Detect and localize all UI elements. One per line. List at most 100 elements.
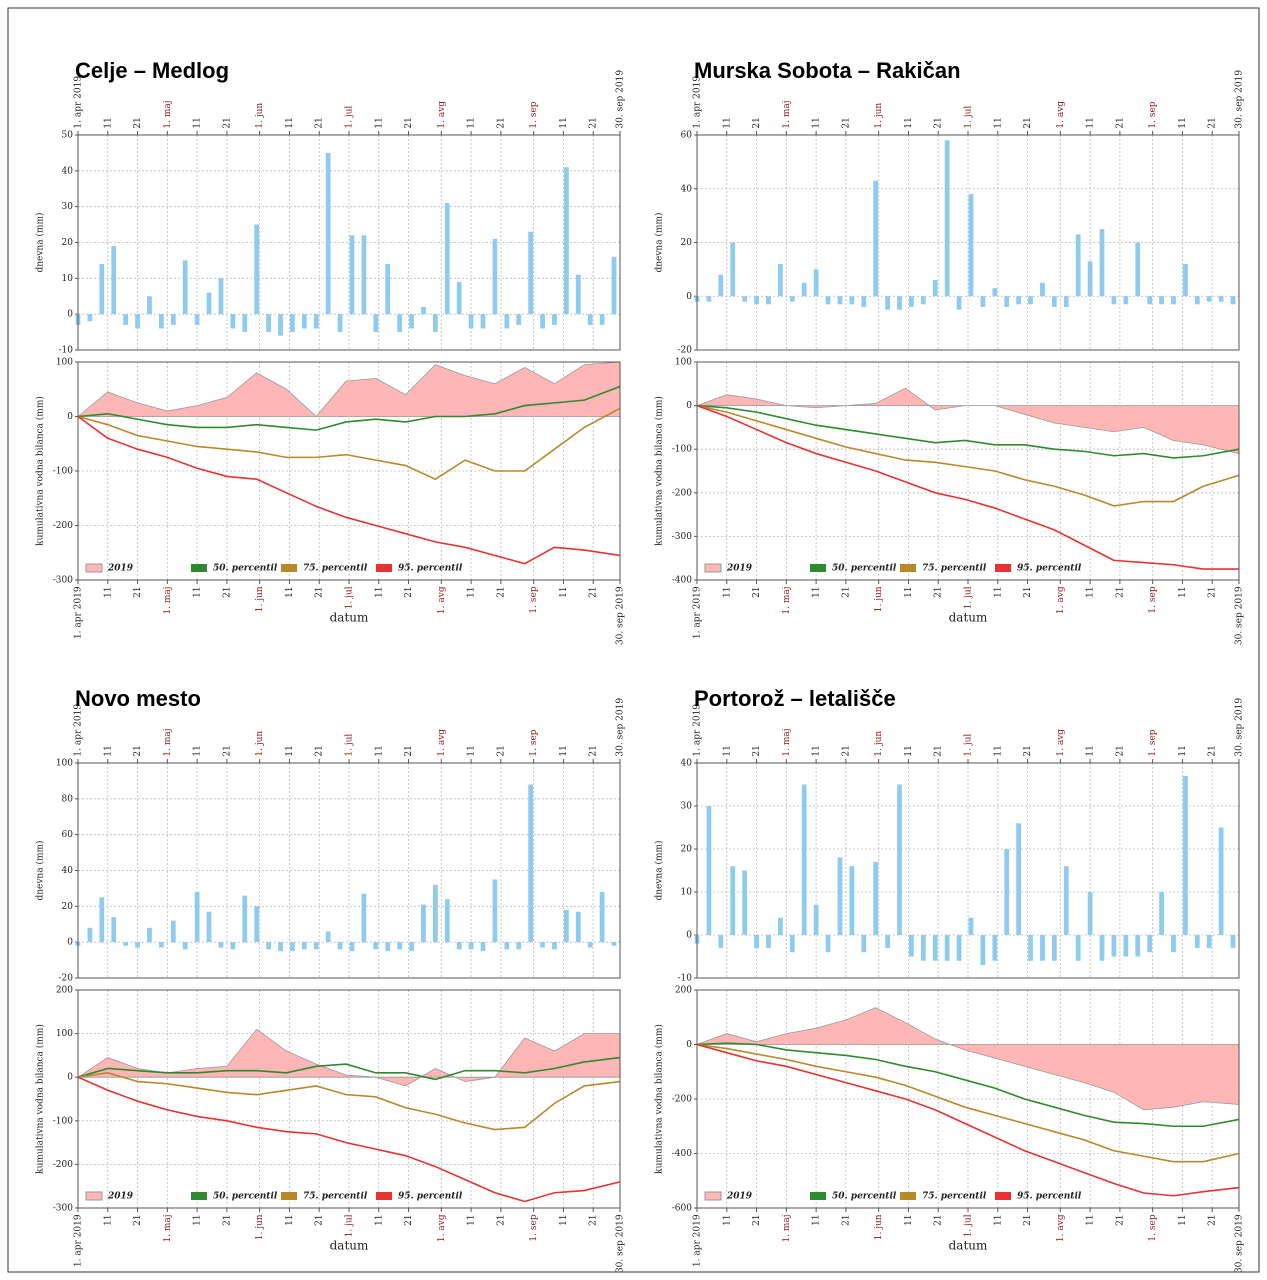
bar bbox=[111, 917, 117, 943]
x-tick-label: 21 bbox=[1023, 745, 1033, 756]
bar bbox=[1075, 234, 1081, 297]
x-tick-label: 21 bbox=[315, 745, 325, 756]
y-tick-label: 100 bbox=[56, 1029, 73, 1039]
x-tick-label: 1. apr 2019 bbox=[693, 1214, 703, 1267]
legend-swatch bbox=[191, 1192, 207, 1200]
y-tick-label: 20 bbox=[62, 238, 74, 248]
bar bbox=[301, 942, 307, 950]
line bbox=[77, 415, 621, 565]
bar bbox=[837, 296, 843, 305]
line bbox=[696, 404, 1239, 570]
x-tick-label: 1. sep bbox=[529, 1214, 539, 1241]
legend-label: 2019 bbox=[107, 564, 134, 574]
bar bbox=[135, 314, 140, 329]
bar bbox=[528, 784, 534, 943]
bar bbox=[897, 296, 902, 310]
bar bbox=[587, 942, 593, 948]
legend-label: 75. percentil bbox=[922, 1192, 987, 1202]
y-tick-label: -600 bbox=[672, 1204, 692, 1214]
legend-swatch bbox=[376, 1192, 392, 1200]
bar bbox=[944, 140, 950, 297]
x-tick-label: 11 bbox=[904, 117, 914, 128]
bar bbox=[1171, 935, 1176, 953]
bar bbox=[313, 314, 319, 329]
legend-label: 50. percentil bbox=[213, 1192, 278, 1202]
bar bbox=[552, 314, 557, 325]
y-tick-label: -200 bbox=[672, 488, 692, 498]
chart-title: Celje – Medlog bbox=[75, 58, 229, 83]
bar bbox=[206, 911, 212, 943]
bar bbox=[218, 278, 224, 315]
y-tick-label: -400 bbox=[672, 576, 692, 586]
x-tick-label: 1. jun bbox=[874, 586, 884, 612]
x-tick-label: 21 bbox=[752, 745, 762, 756]
legend-swatch bbox=[900, 564, 916, 572]
y-tick-label: 20 bbox=[681, 845, 693, 855]
area bbox=[696, 387, 1240, 455]
bar bbox=[801, 282, 807, 297]
legend-swatch bbox=[810, 564, 826, 572]
y-axis-label: kumulativna vodna bilanca (mm) bbox=[654, 396, 665, 546]
x-tick-label: 30. sep 2019 bbox=[616, 698, 626, 757]
bar bbox=[159, 942, 164, 948]
line bbox=[696, 404, 1240, 507]
x-tick-label: 21 bbox=[404, 1214, 414, 1225]
y-tick-label: 0 bbox=[67, 1073, 73, 1083]
y-tick-label: 80 bbox=[62, 794, 74, 804]
x-tick-label: 11 bbox=[467, 586, 477, 597]
bar bbox=[1218, 296, 1224, 302]
y-tick-label: 40 bbox=[681, 184, 693, 194]
x-tick-label: 11 bbox=[904, 1214, 914, 1225]
bar bbox=[182, 942, 188, 950]
bar bbox=[1028, 296, 1033, 305]
bar bbox=[552, 942, 557, 950]
line bbox=[696, 1042, 1240, 1128]
x-tick-label: 21 bbox=[589, 1214, 599, 1225]
x-tick-label: 21 bbox=[841, 745, 851, 756]
bar bbox=[766, 935, 771, 948]
x-tick-label: 1. jun bbox=[874, 103, 884, 129]
bar bbox=[1147, 296, 1153, 305]
bar bbox=[373, 314, 379, 333]
x-axis-label: datum bbox=[330, 1239, 369, 1253]
bar bbox=[432, 884, 438, 943]
bar bbox=[1063, 296, 1069, 307]
bar bbox=[325, 152, 331, 315]
x-tick-label: 1. apr 2019 bbox=[693, 586, 703, 639]
bar bbox=[1040, 935, 1045, 961]
bar bbox=[825, 296, 831, 305]
x-tick-label: 21 bbox=[1115, 117, 1125, 128]
bar bbox=[968, 194, 974, 297]
x-tick-label: 21 bbox=[496, 117, 506, 128]
y-tick-label: -200 bbox=[53, 521, 73, 531]
x-tick-label: 1. jun bbox=[255, 586, 265, 612]
x-tick-label: 21 bbox=[496, 745, 506, 756]
x-tick-label: 11 bbox=[467, 745, 477, 756]
legend-swatch bbox=[281, 564, 297, 572]
bar bbox=[373, 942, 379, 950]
y-tick-label: 0 bbox=[67, 938, 73, 948]
bar bbox=[706, 296, 712, 302]
x-tick-label: 1. sep bbox=[529, 586, 539, 613]
x-tick-label: 11 bbox=[559, 745, 569, 756]
x-tick-label: 11 bbox=[193, 1214, 203, 1225]
y-tick-label: 0 bbox=[67, 310, 73, 320]
bar bbox=[1016, 296, 1021, 305]
bar bbox=[468, 942, 474, 950]
x-tick-label: 11 bbox=[904, 745, 914, 756]
bar bbox=[266, 314, 271, 333]
bar bbox=[444, 899, 450, 943]
y-tick-label: -300 bbox=[672, 532, 692, 542]
x-tick-label: 1. avg bbox=[1056, 1214, 1066, 1242]
x-tick-label: 11 bbox=[904, 586, 914, 597]
bar bbox=[897, 784, 902, 935]
x-tick-label: 1. jul bbox=[345, 734, 355, 757]
x-tick-label: 1. avg bbox=[1056, 101, 1066, 129]
x-tick-label: 1. apr 2019 bbox=[74, 76, 84, 129]
x-tick-label: 21 bbox=[841, 117, 851, 128]
x-tick-label: 21 bbox=[1208, 1214, 1218, 1225]
bar bbox=[421, 904, 426, 943]
y-tick-label: 60 bbox=[681, 131, 693, 141]
bar bbox=[564, 167, 569, 315]
